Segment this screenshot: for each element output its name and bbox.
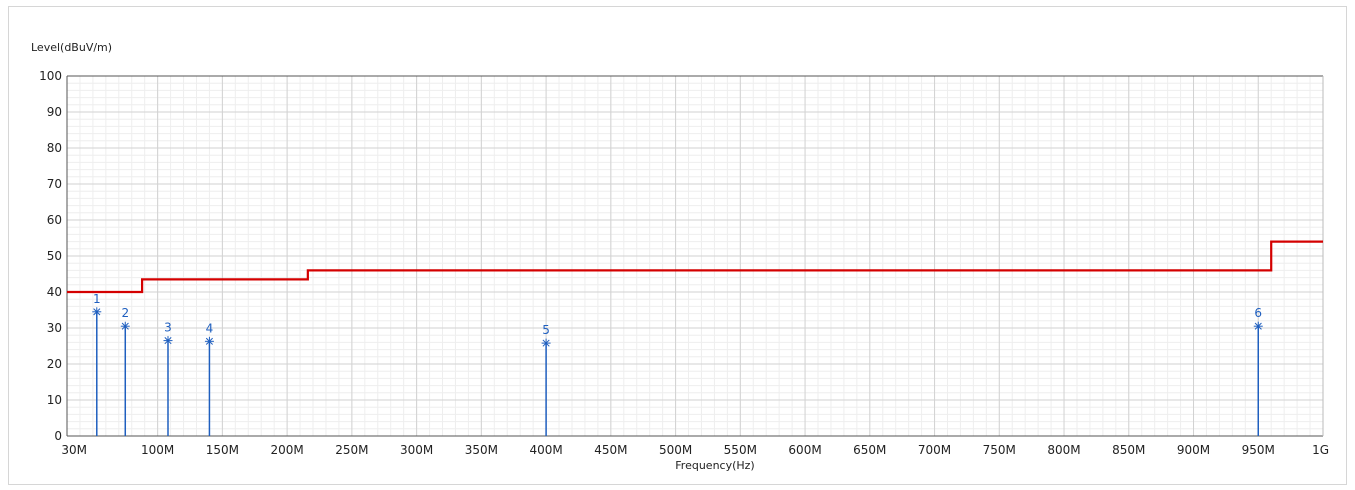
x-tick-label: 300M	[400, 443, 433, 457]
x-tick-label: 500M	[659, 443, 692, 457]
y-tick-label: 80	[47, 141, 62, 155]
y-tick-label: 90	[47, 105, 62, 119]
x-tick-label: 450M	[594, 443, 627, 457]
x-tick-label: 900M	[1177, 443, 1210, 457]
y-tick-label: 0	[54, 429, 62, 443]
x-tick-label: 200M	[270, 443, 303, 457]
x-tick-label: 800M	[1047, 443, 1080, 457]
y-tick-label: 40	[47, 285, 62, 299]
x-tick-label: 650M	[853, 443, 886, 457]
marker-star	[1254, 322, 1262, 330]
x-axis-title: Frequency(Hz)	[675, 459, 754, 472]
y-tick-label: 100	[39, 69, 62, 83]
marker-label: 5	[542, 323, 550, 337]
x-tick-label: 250M	[335, 443, 368, 457]
marker-star	[121, 322, 129, 330]
x-tick-label: 850M	[1112, 443, 1145, 457]
x-tick-label: 750M	[983, 443, 1016, 457]
y-tick-label: 30	[47, 321, 62, 335]
x-tick-label: 600M	[788, 443, 821, 457]
x-tick-label: 400M	[529, 443, 562, 457]
x-tick-label: 150M	[206, 443, 239, 457]
x-tick-label: 550M	[724, 443, 757, 457]
marker-star	[205, 337, 213, 345]
marker-star	[164, 337, 172, 345]
y-tick-label: 70	[47, 177, 62, 191]
y-tick-label: 50	[47, 249, 62, 263]
y-axis-title: Level(dBuV/m)	[31, 41, 112, 54]
x-tick-label: 350M	[465, 443, 498, 457]
marker-label: 4	[206, 321, 214, 335]
y-tick-label: 60	[47, 213, 62, 227]
marker-label: 2	[121, 306, 129, 320]
marker-star	[542, 339, 550, 347]
marker-label: 3	[164, 321, 172, 335]
marker-label: 6	[1254, 306, 1262, 320]
chart-panel: 0 10 20 30 40 50 60 70 80 90 100 30M 100M 150M 200M 250…	[8, 6, 1347, 485]
x-tick-label: 30M	[61, 443, 87, 457]
marker-star	[93, 308, 101, 316]
y-tick-label: 10	[47, 393, 62, 407]
marker-label: 1	[93, 292, 101, 306]
x-tick-label: 950M	[1242, 443, 1275, 457]
x-tick-label: 700M	[918, 443, 951, 457]
x-tick-label: 100M	[141, 443, 174, 457]
y-tick-label: 20	[47, 357, 62, 371]
limit-line	[67, 240, 1323, 294]
x-tick-label: 1G	[1312, 443, 1329, 457]
